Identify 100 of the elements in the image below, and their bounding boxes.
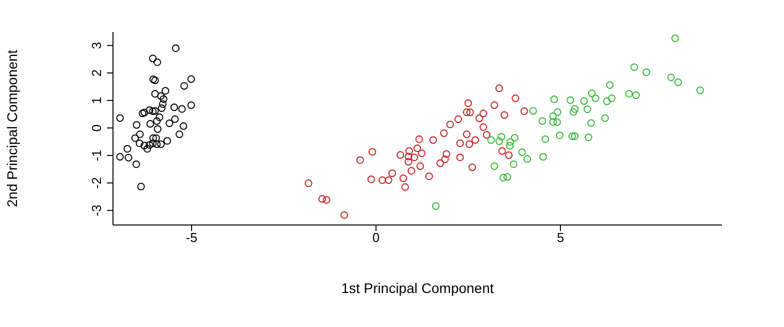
point xyxy=(124,145,132,153)
point xyxy=(146,106,154,114)
point xyxy=(584,105,592,114)
point xyxy=(132,121,140,129)
point xyxy=(671,34,679,42)
point xyxy=(160,95,168,103)
point xyxy=(499,174,508,182)
point xyxy=(116,153,124,161)
point xyxy=(405,147,413,155)
point xyxy=(466,108,474,116)
point xyxy=(418,149,426,158)
point xyxy=(456,154,464,162)
point xyxy=(506,138,514,146)
point xyxy=(322,196,330,204)
point xyxy=(601,114,609,122)
point xyxy=(153,117,161,125)
point xyxy=(144,145,152,153)
point xyxy=(318,195,326,203)
point xyxy=(401,183,409,191)
point xyxy=(500,111,508,119)
point xyxy=(396,151,404,159)
point xyxy=(153,58,162,66)
point xyxy=(566,96,574,104)
point xyxy=(498,132,506,141)
point xyxy=(592,94,600,102)
point xyxy=(464,99,472,108)
y-tick-label: 1 xyxy=(89,96,104,104)
point xyxy=(163,137,172,145)
point xyxy=(584,134,592,142)
point xyxy=(608,94,616,102)
point xyxy=(556,132,564,140)
point xyxy=(400,174,408,182)
point xyxy=(523,155,532,163)
point xyxy=(116,114,124,122)
point xyxy=(667,74,675,82)
point xyxy=(136,140,144,148)
point xyxy=(630,63,638,71)
point xyxy=(170,104,178,112)
point xyxy=(149,134,158,142)
point xyxy=(482,131,490,139)
point xyxy=(490,162,498,170)
point xyxy=(495,84,504,92)
point xyxy=(504,173,512,181)
point xyxy=(571,105,579,113)
point xyxy=(149,140,157,148)
y-tick-label: 2 xyxy=(89,69,104,77)
point xyxy=(146,141,154,149)
point xyxy=(151,107,159,115)
y-tick-label: -2 xyxy=(89,177,104,189)
point xyxy=(132,160,140,168)
point xyxy=(580,97,588,105)
point xyxy=(304,179,312,188)
point xyxy=(456,140,464,148)
point xyxy=(512,94,520,102)
point xyxy=(471,136,480,144)
x-tick-label: -5 xyxy=(186,230,198,246)
x-axis-title: 1st Principal Component xyxy=(341,280,494,296)
point xyxy=(466,140,474,148)
point xyxy=(568,132,576,140)
point xyxy=(462,108,471,116)
point xyxy=(475,114,484,122)
point xyxy=(510,160,518,168)
y-tick-label: -3 xyxy=(89,204,104,216)
point xyxy=(480,110,488,118)
point xyxy=(480,123,488,131)
point xyxy=(187,101,195,109)
point xyxy=(136,130,144,138)
point xyxy=(404,158,412,166)
point xyxy=(436,159,444,167)
point xyxy=(696,86,704,94)
point xyxy=(404,152,412,160)
point xyxy=(446,120,454,128)
y-axis-title: 2nd Principal Component xyxy=(4,50,20,208)
point xyxy=(554,108,562,116)
point xyxy=(425,172,433,180)
point xyxy=(178,105,186,113)
point xyxy=(149,75,158,84)
point xyxy=(131,134,139,142)
point xyxy=(180,82,188,90)
point xyxy=(152,134,160,142)
x-tick-label: 0 xyxy=(372,230,380,246)
point xyxy=(549,112,557,120)
y-tick-label: 3 xyxy=(89,42,104,50)
point xyxy=(674,78,682,86)
point xyxy=(146,120,154,128)
point xyxy=(432,202,440,210)
point xyxy=(410,154,418,162)
point xyxy=(632,91,640,100)
point xyxy=(506,142,514,150)
point xyxy=(172,44,180,52)
point xyxy=(549,118,557,126)
point xyxy=(454,115,462,123)
point xyxy=(504,151,513,159)
point xyxy=(154,125,162,133)
point xyxy=(149,54,157,62)
point xyxy=(538,117,546,125)
point xyxy=(416,162,424,170)
point xyxy=(442,150,450,158)
point xyxy=(495,137,504,145)
point xyxy=(553,118,561,126)
